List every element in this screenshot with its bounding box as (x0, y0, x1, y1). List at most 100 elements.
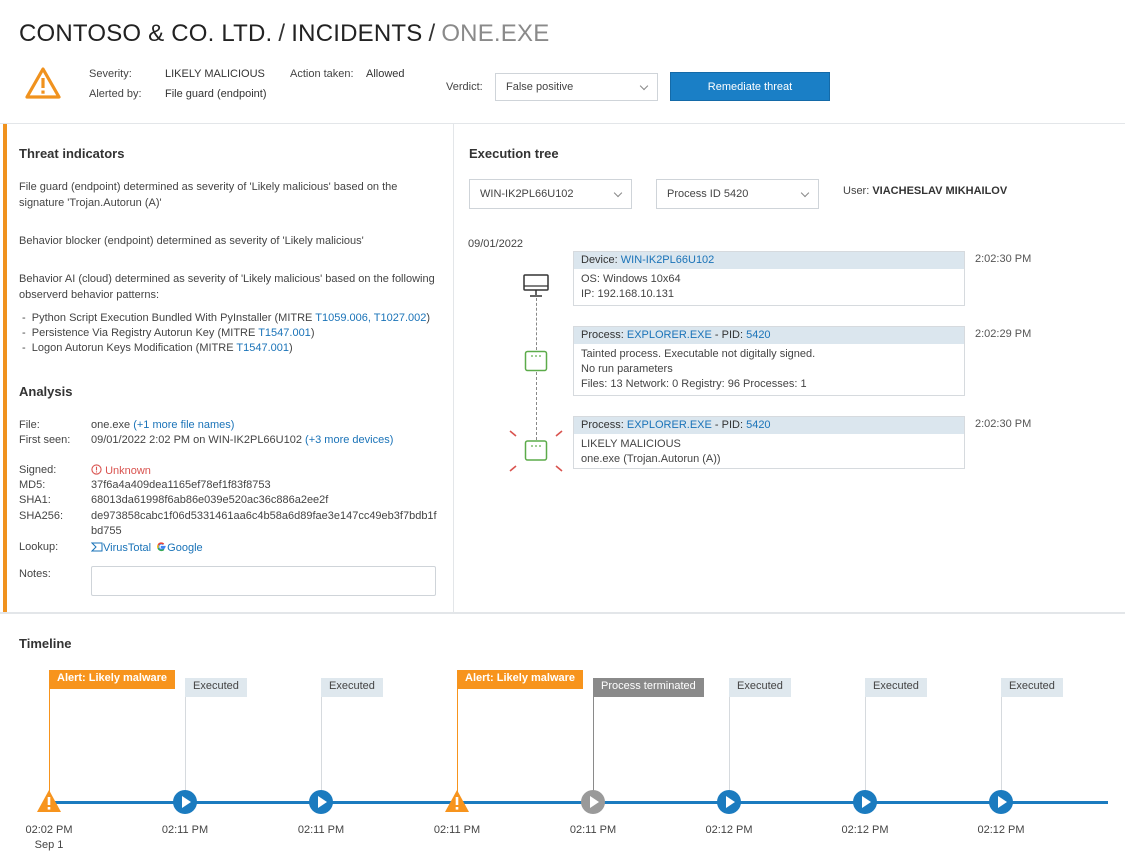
device-card-header: Device: WIN-IK2PL66U102 (574, 252, 964, 269)
warning-triangle-icon[interactable] (444, 789, 470, 813)
signed-label: Signed: (19, 464, 57, 476)
alert-tag[interactable]: Alert: Likely malware (49, 670, 176, 689)
mitre-link[interactable]: T1547.001 (236, 342, 290, 354)
pid-link[interactable]: 5420 (746, 329, 771, 341)
virustotal-link[interactable]: VirusTotal (103, 542, 152, 554)
notes-input[interactable] (91, 566, 436, 596)
play-triangle (318, 796, 327, 808)
device-card-body: OS: Windows 10x64 IP: 192.168.10.131 (581, 273, 681, 300)
timeline-time: 02:11 PM (569, 824, 617, 836)
lookup-label: Lookup: (19, 541, 59, 553)
node-time: 2:02:29 PM (975, 328, 1032, 340)
executed-tag[interactable]: Executed (185, 678, 247, 697)
terminated-tag[interactable]: Process terminated (593, 678, 704, 697)
md5-value: 37f6a4a409dea1165ef78ef1f83f8753 (91, 479, 271, 491)
more-file-names-link[interactable]: (+1 more file names) (133, 419, 235, 431)
timeline-stem (49, 670, 50, 792)
process-link[interactable]: EXPLORER.EXE (626, 419, 712, 431)
first-seen-label: First seen: (19, 434, 71, 446)
play-icon[interactable] (989, 790, 1013, 814)
timeline-date: Sep 1 (34, 839, 64, 851)
more-devices-link[interactable]: (+3 more devices) (305, 434, 394, 446)
timeline-divider (0, 612, 1125, 614)
pattern-item: - Logon Autorun Keys Modification (MITRE… (22, 342, 293, 354)
device-card[interactable]: Device: WIN-IK2PL66U102 OS: Windows 10x6… (573, 251, 965, 306)
user-value: VIACHESLAV MIKHAILOV (872, 185, 1008, 197)
timeline-stem (729, 678, 730, 792)
executed-tag[interactable]: Executed (729, 678, 791, 697)
process-card-header: Process: EXPLORER.EXE - PID: 5420 (574, 417, 964, 434)
google-icon (157, 542, 166, 552)
user-label: User: (843, 185, 870, 197)
chevron-down-icon (639, 81, 649, 90)
timeline-time: 02:11 PM (161, 824, 209, 836)
breadcrumb-incidents[interactable]: INCIDENTS (291, 20, 423, 47)
severity-value: LIKELY MALICIOUS (165, 68, 265, 80)
alerted-by-label: Alerted by: (89, 88, 142, 100)
first-seen-value: 09/01/2022 2:02 PM on WIN-IK2PL66U102 (+… (91, 434, 394, 446)
process-card-header: Process: EXPLORER.EXE - PID: 5420 (574, 327, 964, 344)
malicious-process-icon (509, 430, 563, 472)
timeline-stem (1001, 678, 1002, 792)
play-icon[interactable] (853, 790, 877, 814)
virustotal-icon (90, 542, 103, 552)
executed-tag[interactable]: Executed (321, 678, 383, 697)
play-triangle (182, 796, 191, 808)
timeline-time: 02:11 PM (297, 824, 345, 836)
play-icon[interactable] (173, 790, 197, 814)
breadcrumb-separator: / (428, 20, 436, 47)
device-select-value: WIN-IK2PL66U102 (480, 188, 574, 200)
tree-connector (536, 298, 537, 350)
breadcrumb-org[interactable]: CONTOSO & CO. LTD. (19, 20, 273, 47)
process-card-body: LIKELY MALICIOUS one.exe (Trojan.Autorun… (581, 438, 721, 465)
play-triangle (998, 796, 1007, 808)
mitre-link[interactable]: T1059.006, T1027.002 (315, 312, 427, 324)
indicator-behavior-blocker: Behavior blocker (endpoint) determined a… (19, 235, 364, 247)
malicious-process-card[interactable]: Process: EXPLORER.EXE - PID: 5420 LIKELY… (573, 416, 965, 469)
play-triangle (590, 796, 599, 808)
play-icon[interactable] (309, 790, 333, 814)
google-link[interactable]: Google (167, 542, 203, 554)
timeline-time: 02:12 PM (977, 824, 1025, 836)
verdict-select[interactable]: False positive (495, 73, 658, 101)
severity-label: Severity: (89, 68, 132, 80)
process-icon (524, 350, 548, 372)
play-triangle (726, 796, 735, 808)
sha1-label: SHA1: (19, 494, 51, 506)
action-taken-value: Allowed (366, 68, 405, 80)
execution-tree-title: Execution tree (469, 146, 559, 161)
warning-triangle-icon[interactable] (36, 789, 62, 813)
file-value: one.exe (+1 more file names) (91, 419, 235, 431)
timeline-title: Timeline (19, 636, 72, 651)
pid-link[interactable]: 5420 (746, 419, 771, 431)
indicator-file-guard: File guard (endpoint) determined as seve… (19, 181, 398, 209)
lookup-links: VirusTotal Google (90, 541, 203, 554)
process-card[interactable]: Process: EXPLORER.EXE - PID: 5420 Tainte… (573, 326, 965, 396)
device-select[interactable]: WIN-IK2PL66U102 (469, 179, 632, 209)
panel-divider (453, 124, 454, 612)
device-link[interactable]: WIN-IK2PL66U102 (620, 254, 715, 266)
play-triangle (862, 796, 871, 808)
threat-indicators-title: Threat indicators (19, 146, 125, 161)
executed-tag[interactable]: Executed (1001, 678, 1063, 697)
severity-accent-bar (3, 124, 7, 612)
process-select[interactable]: Process ID 5420 (656, 179, 819, 209)
header-divider (0, 123, 1125, 124)
pattern-item: - Persistence Via Registry Autorun Key (… (22, 327, 315, 339)
remediate-threat-button[interactable]: Remediate threat (670, 72, 830, 101)
play-icon[interactable] (581, 790, 605, 814)
executed-tag[interactable]: Executed (865, 678, 927, 697)
sha256-value-line1: de973858cabc1f06d5331461aa6c4b58a6d89fae… (91, 510, 437, 522)
alert-tag[interactable]: Alert: Likely malware (457, 670, 584, 689)
timeline-time: 02:12 PM (705, 824, 753, 836)
warning-triangle-icon (25, 67, 61, 99)
play-icon[interactable] (717, 790, 741, 814)
mitre-link[interactable]: T1547.001 (258, 327, 311, 339)
process-card-body: Tainted process. Executable not digitall… (581, 348, 816, 390)
page-title: ONE.EXE (441, 20, 550, 47)
md5-label: MD5: (19, 479, 46, 491)
timeline-time: 02:12 PM (841, 824, 889, 836)
signed-value: Unknown (91, 464, 151, 477)
process-link[interactable]: EXPLORER.EXE (626, 329, 712, 341)
timeline-time: 02:11 PM (433, 824, 481, 836)
